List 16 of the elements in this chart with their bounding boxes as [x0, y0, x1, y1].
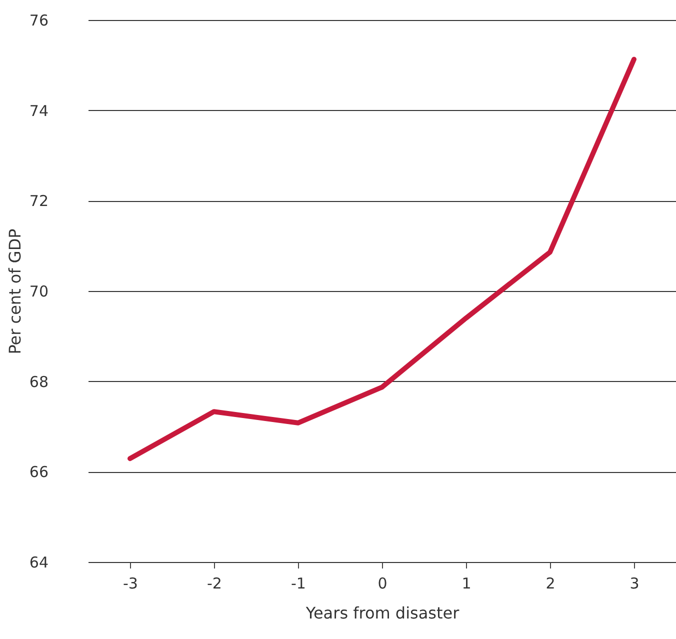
x-axis-title: Years from disaster	[304, 604, 460, 622]
x-tick-label: -3	[123, 574, 138, 592]
y-tick-label: 68	[29, 372, 48, 391]
y-axis-title: Per cent of GDP	[5, 228, 24, 354]
x-tick-label: 1	[462, 574, 472, 592]
y-tick-label: 76	[29, 12, 48, 30]
y-tick-label: 64	[29, 554, 48, 572]
y-tick-label: 66	[29, 463, 48, 482]
x-tick-label: -2	[207, 574, 222, 592]
x-tick-label: -1	[291, 574, 306, 592]
y-tick-label: 70	[29, 282, 48, 300]
x-tick-label: 0	[378, 574, 388, 592]
y-tick-label: 72	[29, 192, 48, 210]
x-tick-label: 2	[546, 574, 556, 592]
x-tick-label: 3	[630, 574, 640, 592]
y-tick-label: 74	[29, 102, 48, 120]
